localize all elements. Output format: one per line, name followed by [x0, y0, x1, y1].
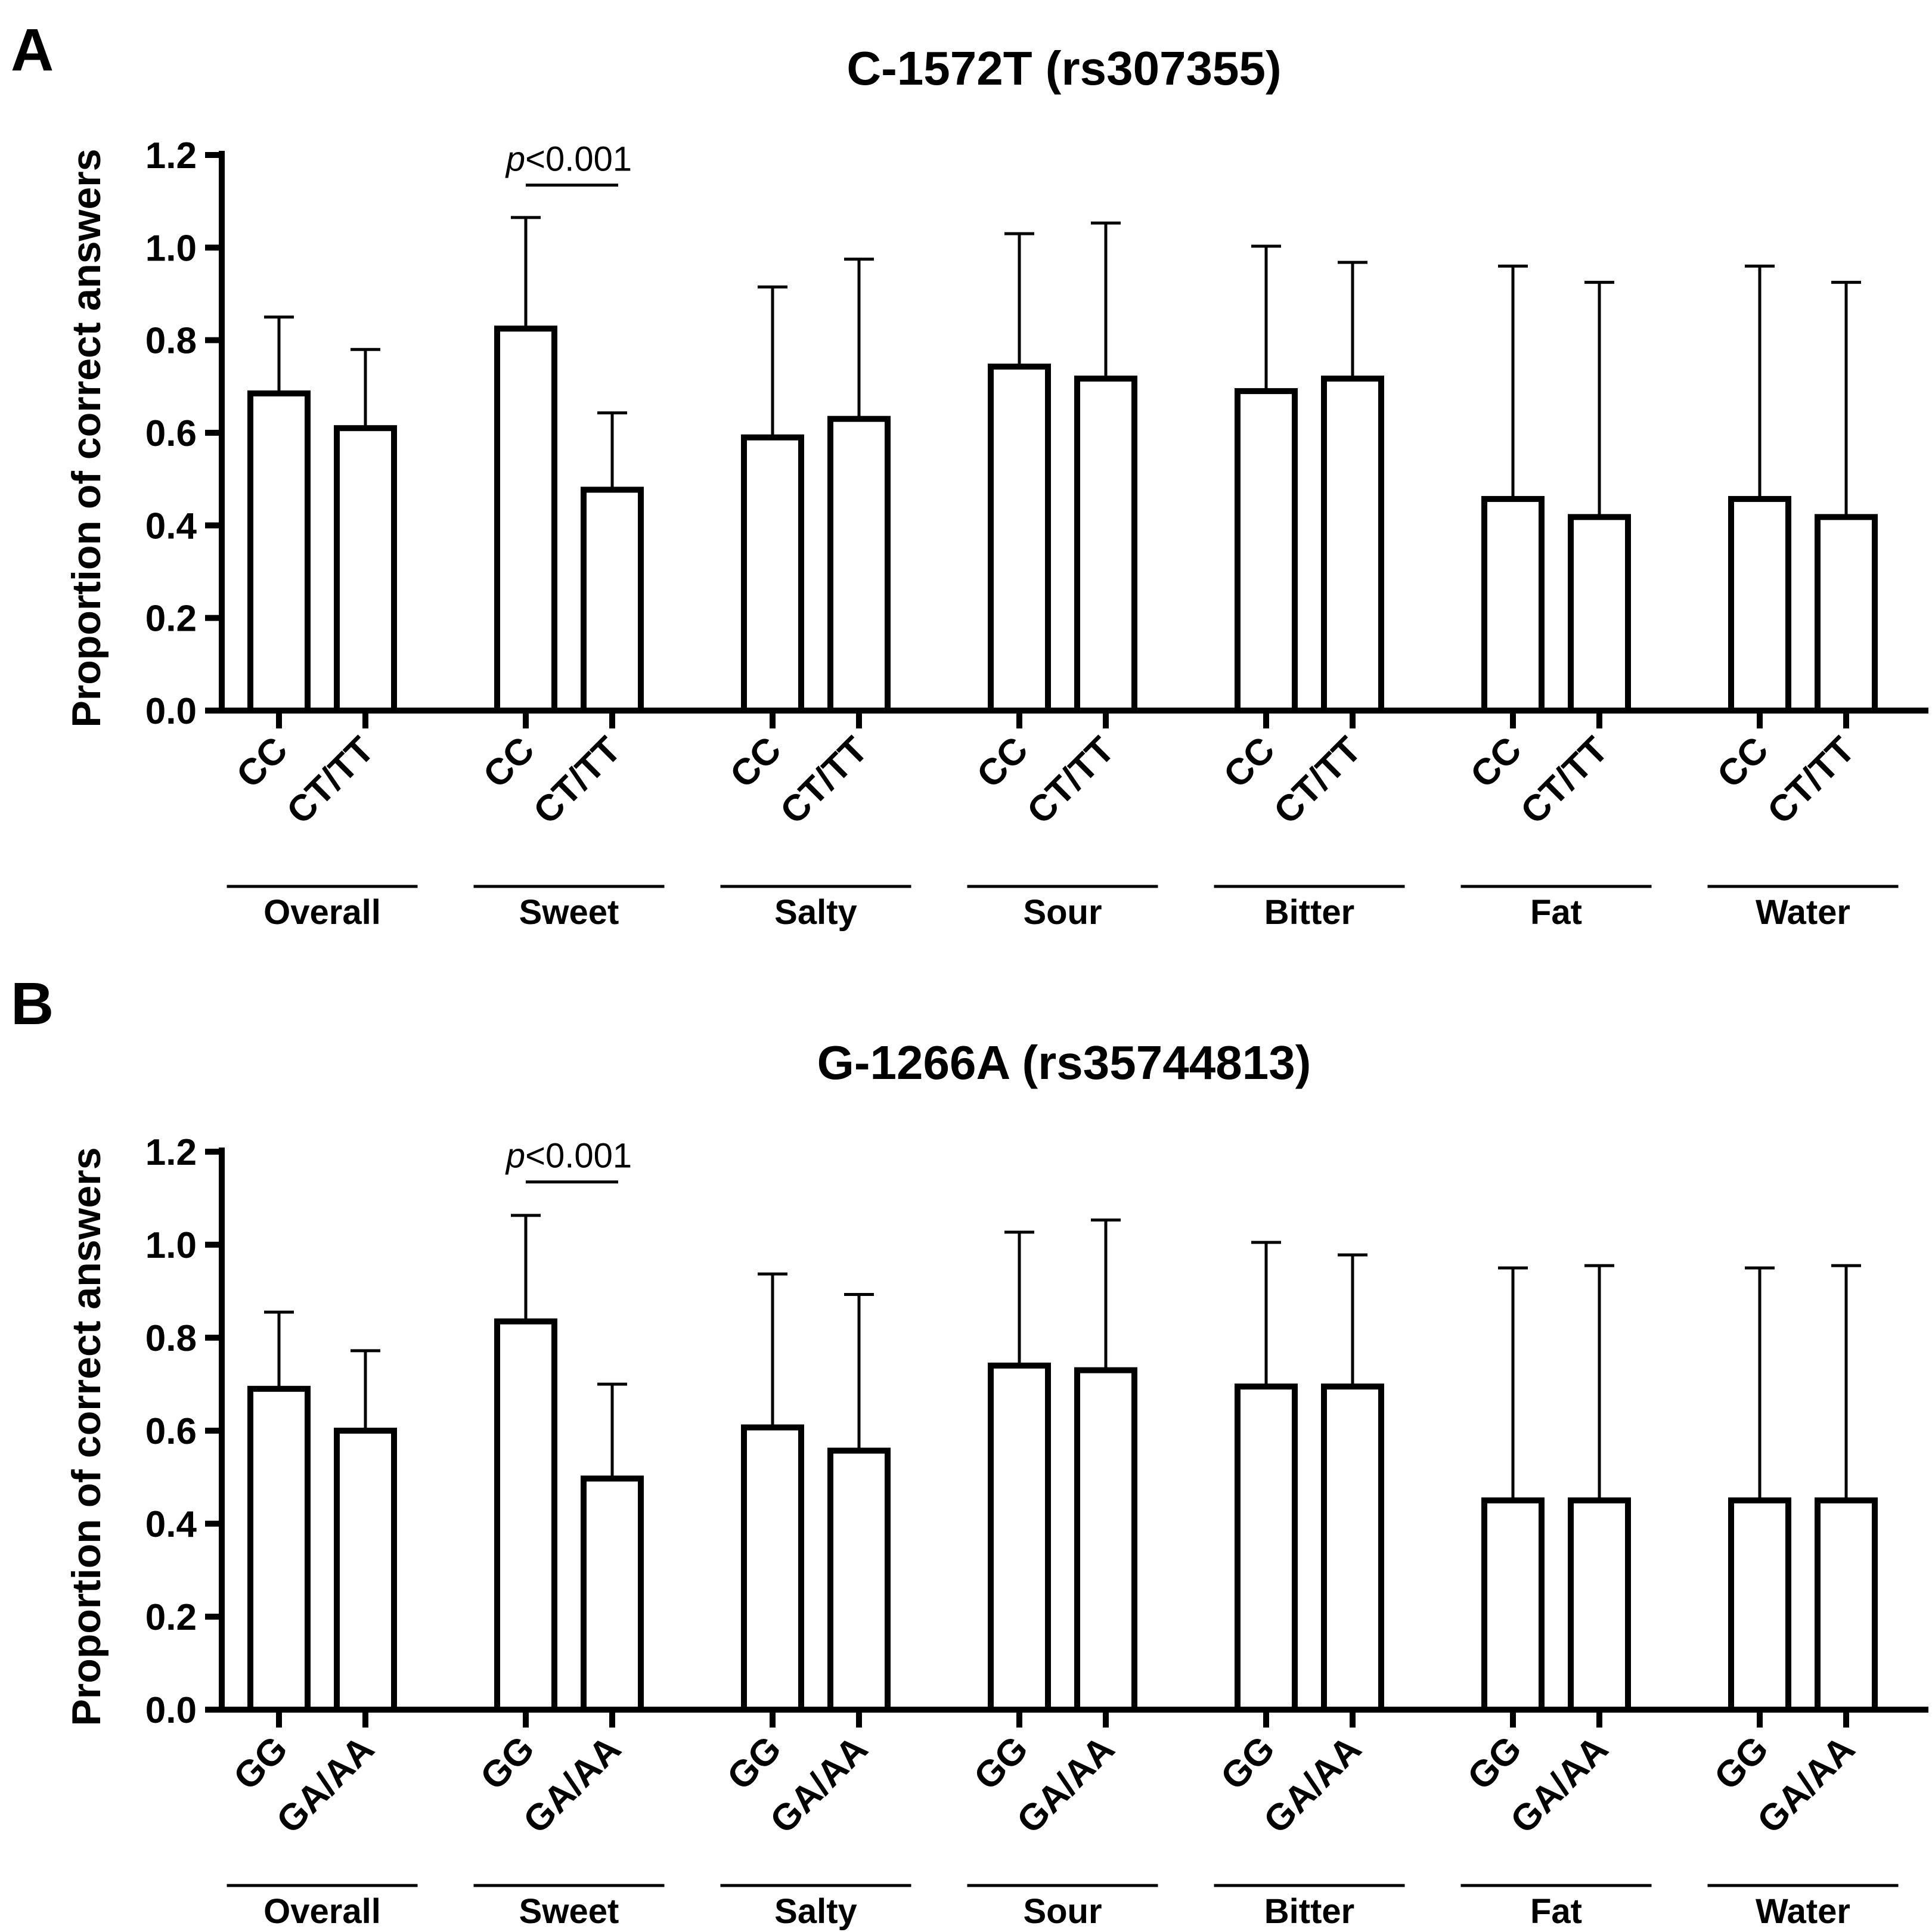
bar-sweet-gg: [494, 1318, 557, 1713]
chart-title: G-1266A (rs35744813): [817, 1036, 1311, 1089]
significance-p: p: [505, 1137, 525, 1176]
bar-salty-ct-tt: [827, 415, 891, 714]
bar-fat-ga-aa: [1568, 1497, 1631, 1713]
group-label: Salty: [774, 893, 857, 932]
group-label: Fat: [1530, 893, 1582, 932]
x-tick-label: GA/AA: [1750, 1728, 1863, 1841]
x-tick-label: CT/TT: [1760, 729, 1863, 832]
group-label: Fat: [1530, 1892, 1582, 1931]
x-tick-label: CC: [1463, 729, 1530, 796]
group-label: Bitter: [1264, 1892, 1354, 1931]
y-tick-label: 0.0: [145, 691, 197, 732]
group-label: Salty: [774, 1892, 857, 1931]
bar-water-ct-tt: [1815, 514, 1878, 714]
y-tick-label: 0.4: [145, 506, 197, 547]
group-label: Sour: [1023, 893, 1102, 932]
x-tick-label: GG: [226, 1728, 296, 1798]
significance-p: p: [505, 139, 525, 178]
group-label: Sour: [1023, 1892, 1102, 1931]
bar-salty-gg: [741, 1424, 804, 1713]
y-axis-label: Proportion of correct answers: [64, 148, 109, 727]
bar-fat-cc: [1481, 496, 1545, 714]
x-tick-label: CC: [722, 729, 789, 796]
x-tick-label: GA/AA: [1256, 1728, 1369, 1841]
x-tick-label: CC: [1216, 729, 1283, 796]
group-label: Water: [1756, 1892, 1850, 1931]
x-tick-label: GG: [1707, 1728, 1776, 1798]
bar-sour-ct-tt: [1074, 376, 1137, 714]
x-tick-label: GA/AA: [762, 1728, 876, 1841]
significance-value: <0.001: [525, 139, 632, 178]
bar-bitter-cc: [1235, 388, 1298, 714]
group-label: Sweet: [519, 1892, 619, 1931]
x-tick-label: GA/AA: [1503, 1728, 1616, 1841]
bar-sweet-cc: [494, 325, 557, 714]
panel-a: A C-1572T (rs307355) Proportion of corre…: [11, 17, 1928, 932]
bar-salty-ga-aa: [827, 1447, 891, 1713]
y-axis-label: Proportion of correct answers: [64, 1147, 109, 1726]
y-tick-label: 0.2: [145, 598, 197, 640]
group-label: Overall: [263, 893, 381, 932]
bar-water-gg: [1728, 1497, 1791, 1713]
x-tick-label: GA/AA: [1009, 1728, 1122, 1841]
panel-b: B G-1266A (rs35744813) Proportion of cor…: [11, 970, 1928, 1931]
x-tick-label: GG: [1460, 1728, 1530, 1798]
bar-bitter-ga-aa: [1321, 1383, 1384, 1713]
panel-letter: B: [11, 970, 54, 1037]
x-tick-label: GG: [473, 1728, 542, 1798]
significance-label: p<0.001: [505, 1137, 632, 1176]
bar-sweet-ct-tt: [581, 486, 644, 714]
bar-fat-gg: [1481, 1497, 1545, 1713]
x-tick-label: GG: [720, 1728, 789, 1798]
chart-title: C-1572T (rs307355): [846, 42, 1281, 95]
y-tick-label: 1.2: [145, 135, 197, 176]
bar-sweet-ga-aa: [581, 1475, 644, 1713]
bar-sour-gg: [988, 1362, 1051, 1713]
y-tick-label: 1.2: [145, 1132, 197, 1173]
x-tick-label: CC: [1710, 729, 1776, 796]
bar-overall-ga-aa: [334, 1428, 397, 1713]
bar-water-ga-aa: [1815, 1497, 1878, 1713]
x-tick-label: GA/AA: [269, 1728, 382, 1841]
y-tick-label: 0.8: [145, 321, 197, 362]
bar-sour-ga-aa: [1074, 1367, 1137, 1713]
bar-bitter-gg: [1235, 1383, 1298, 1713]
group-label: Bitter: [1264, 893, 1354, 932]
bar-fat-ct-tt: [1568, 514, 1631, 714]
x-tick-label: GG: [966, 1728, 1036, 1798]
significance-value: <0.001: [525, 1137, 632, 1176]
bar-bitter-ct-tt: [1321, 376, 1384, 714]
bar-water-cc: [1728, 496, 1791, 714]
y-tick-label: 1.0: [145, 228, 197, 269]
group-label: Overall: [263, 1892, 381, 1931]
bar-overall-gg: [247, 1385, 311, 1713]
bar-overall-ct-tt: [334, 425, 397, 714]
group-label: Sweet: [519, 893, 619, 932]
y-tick-label: 1.0: [145, 1225, 197, 1266]
x-tick-label: CT/TT: [279, 729, 382, 832]
significance-label: p<0.001: [505, 139, 632, 178]
x-tick-label: CT/TT: [1019, 729, 1122, 832]
x-tick-label: CT/TT: [1266, 729, 1369, 832]
x-tick-label: CT/TT: [526, 729, 629, 832]
y-tick-label: 0.8: [145, 1318, 197, 1359]
panel-letter: A: [11, 17, 54, 83]
y-tick-label: 0.2: [145, 1597, 197, 1638]
y-tick-label: 0.4: [145, 1504, 197, 1545]
x-tick-label: CT/TT: [773, 729, 876, 832]
y-tick-label: 0.6: [145, 1411, 197, 1452]
x-tick-label: CT/TT: [1513, 729, 1616, 832]
y-tick-label: 0.0: [145, 1690, 197, 1731]
x-tick-label: CC: [229, 729, 296, 796]
bar-sour-cc: [988, 363, 1051, 714]
x-tick-label: GA/AA: [516, 1728, 629, 1841]
y-tick-label: 0.6: [145, 413, 197, 454]
bar-overall-cc: [247, 390, 311, 714]
x-tick-label: GG: [1213, 1728, 1283, 1798]
x-tick-label: CC: [476, 729, 542, 796]
x-tick-label: CC: [969, 729, 1036, 796]
group-label: Water: [1756, 893, 1850, 932]
bar-salty-cc: [741, 434, 804, 714]
